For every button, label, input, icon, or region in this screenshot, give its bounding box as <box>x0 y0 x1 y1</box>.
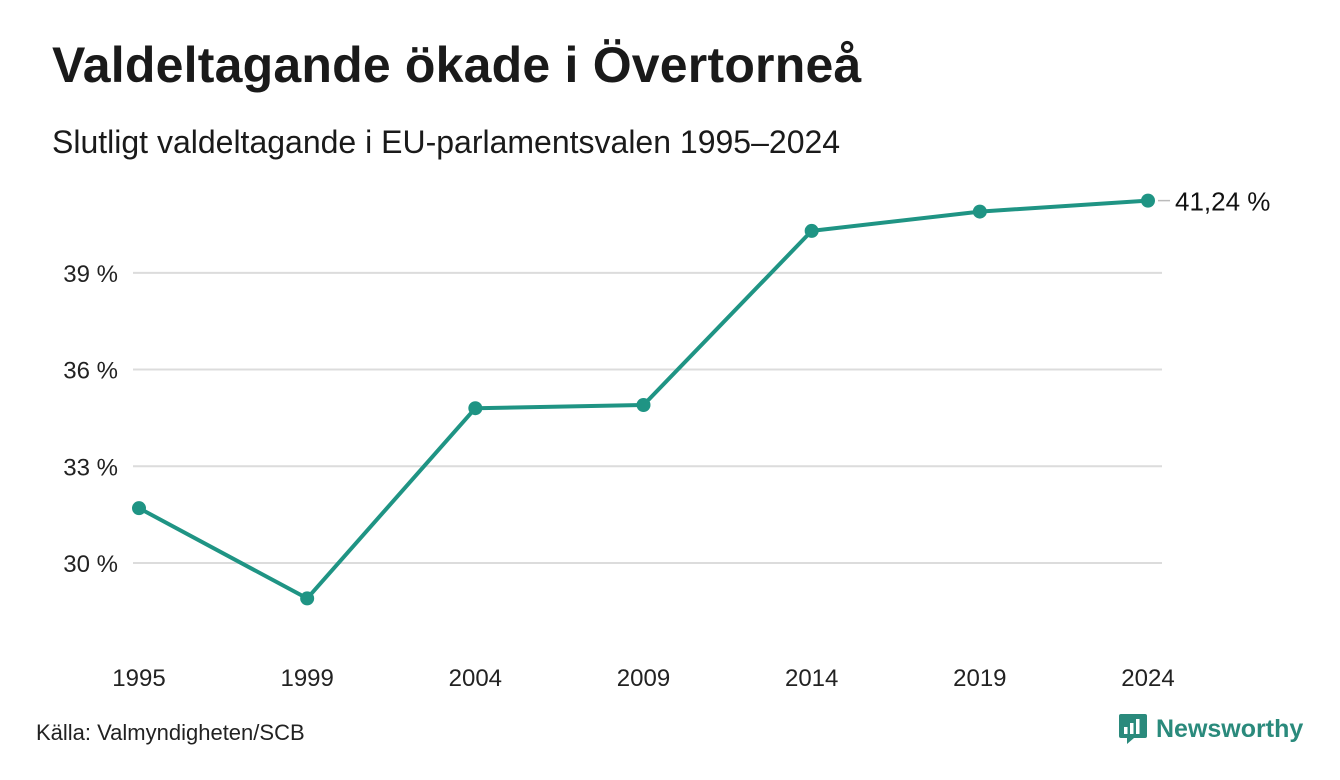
x-tick-label: 2009 <box>617 665 670 692</box>
brand-name: Newsworthy <box>1156 714 1304 743</box>
y-tick-label: 36 % <box>63 358 118 385</box>
data-point <box>300 591 315 606</box>
data-point <box>972 204 987 219</box>
axis-labels: 30 % 33 % 36 % 39 % 1995 1999 2004 2009 2014 2019… <box>63 261 1174 692</box>
x-tick-label: 1995 <box>112 665 165 692</box>
y-tick-label: 30 % <box>63 551 118 578</box>
end-value-label: 41,24 % <box>1175 187 1270 217</box>
chart-subtitle: Slutligt valdeltagande i EU-parlamentsva… <box>52 124 841 160</box>
data-point <box>468 401 483 416</box>
brand: Newsworthy <box>1118 712 1303 746</box>
x-tick-label: 2024 <box>1121 665 1174 692</box>
x-tick-label: 1999 <box>280 665 333 692</box>
data-point <box>132 501 146 516</box>
newsworthy-logo-icon <box>1119 714 1147 744</box>
end-label-layer: 41,24 % <box>1158 187 1270 217</box>
data-point <box>1141 193 1155 208</box>
data-point <box>636 398 651 412</box>
chart-title: Valdeltagande ökade i Övertorneå <box>52 37 862 93</box>
x-tick-label: 2014 <box>785 665 838 692</box>
x-tick-label: 2004 <box>449 665 502 692</box>
y-tick-label: 39 % <box>63 261 118 288</box>
y-tick-label: 33 % <box>63 454 118 481</box>
series-layer <box>132 193 1155 606</box>
gridlines <box>133 271 1162 564</box>
source-note: Källa: Valmyndigheten/SCB <box>36 720 305 745</box>
data-point <box>804 223 819 238</box>
x-tick-label: 2019 <box>953 665 1006 692</box>
